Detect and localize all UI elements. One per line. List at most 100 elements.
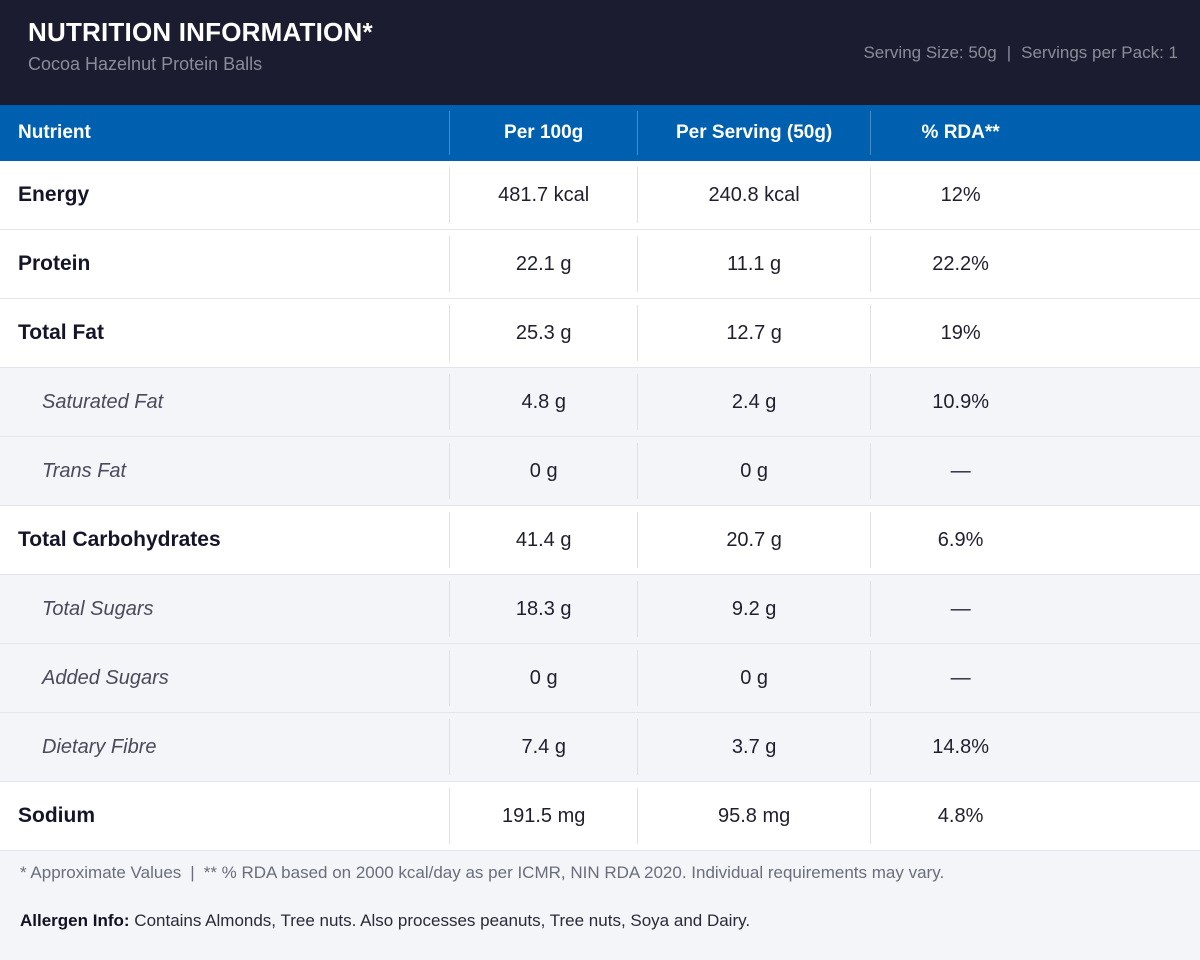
column-divider	[869, 650, 871, 706]
table-row: Dietary Fibre 7.4 g 3.7 g 14.8%	[0, 713, 1200, 782]
column-divider	[637, 719, 639, 775]
header: NUTRITION INFORMATION* Cocoa Hazelnut Pr…	[0, 0, 1200, 105]
value-per-serving: 0 g	[740, 666, 769, 689]
servings-per-pack: Servings per Pack: 1	[1021, 43, 1178, 62]
column-divider	[869, 305, 871, 361]
column-divider	[869, 788, 871, 844]
value-rda: 14.8%	[932, 735, 989, 758]
column-divider	[869, 719, 871, 775]
table-row: Sodium 191.5 mg 95.8 mg 4.8%	[0, 782, 1200, 851]
value-per-serving: 0 g	[740, 459, 769, 482]
value-per100g: 18.3 g	[515, 597, 572, 620]
allergen-label: Allergen Info:	[20, 911, 130, 930]
product-name: Cocoa Hazelnut Protein Balls	[28, 54, 263, 74]
row-filler	[1050, 713, 1200, 781]
column-divider	[448, 305, 450, 361]
column-divider	[869, 111, 871, 155]
column-header-per100g: Per 100g	[504, 122, 584, 143]
nutrient-name: Energy	[18, 183, 90, 206]
nutrient-name: Saturated Fat	[42, 390, 164, 413]
column-divider	[637, 512, 639, 568]
column-header-rda: % RDA**	[921, 122, 1000, 143]
column-divider	[869, 443, 871, 499]
nutrient-name: Total Sugars	[42, 597, 154, 620]
column-divider	[448, 111, 450, 155]
value-per100g: 0 g	[529, 666, 558, 689]
column-divider	[637, 236, 639, 292]
row-filler	[1050, 230, 1200, 298]
row-filler	[1050, 782, 1200, 850]
value-per-serving: 12.7 g	[726, 321, 782, 344]
column-divider	[869, 512, 871, 568]
column-divider	[448, 581, 450, 637]
value-rda: —	[950, 597, 971, 620]
value-per-serving: 95.8 mg	[717, 804, 791, 827]
header-filler	[1050, 105, 1200, 161]
row-filler	[1050, 506, 1200, 574]
footnote-rda: ** % RDA based on 2000 kcal/day as per I…	[203, 863, 945, 882]
column-header-per-serving: Per Serving (50g)	[675, 122, 833, 143]
allergen-info: Allergen Info: Contains Almonds, Tree nu…	[20, 911, 1180, 931]
row-filler	[1050, 299, 1200, 367]
value-per100g: 41.4 g	[515, 528, 572, 551]
column-divider	[448, 236, 450, 292]
nutrient-name: Total Carbohydrates	[18, 528, 221, 551]
column-divider	[448, 788, 450, 844]
value-per-serving: 2.4 g	[731, 390, 777, 413]
value-per-serving: 20.7 g	[726, 528, 782, 551]
value-rda: 4.8%	[937, 804, 984, 827]
row-filler	[1050, 437, 1200, 505]
nutrient-name: Added Sugars	[42, 666, 169, 689]
column-divider	[869, 581, 871, 637]
column-divider	[869, 167, 871, 223]
column-divider	[637, 788, 639, 844]
table-row: Total Carbohydrates 41.4 g 20.7 g 6.9%	[0, 506, 1200, 575]
column-divider	[637, 111, 639, 155]
value-rda: 6.9%	[937, 528, 984, 551]
table-body: Energy 481.7 kcal 240.8 kcal 12% Protein 22.1…	[0, 161, 1200, 851]
nutrient-name: Dietary Fibre	[42, 735, 157, 758]
column-divider	[637, 650, 639, 706]
table-row: Total Fat 25.3 g 12.7 g 19%	[0, 299, 1200, 368]
column-divider	[448, 374, 450, 430]
column-divider	[637, 581, 639, 637]
value-per-serving: 11.1 g	[727, 252, 782, 275]
column-divider	[448, 443, 450, 499]
value-rda: 19%	[940, 321, 981, 344]
allergen-text: Contains Almonds, Tree nuts. Also proces…	[129, 911, 751, 930]
page-title: NUTRITION INFORMATION*	[28, 17, 373, 47]
value-rda: —	[950, 459, 971, 482]
nutrient-name: Total Fat	[18, 321, 104, 344]
row-filler	[1050, 575, 1200, 643]
nutrient-name: Sodium	[18, 804, 95, 827]
column-divider	[637, 305, 639, 361]
column-divider	[637, 443, 639, 499]
value-rda: —	[950, 666, 971, 689]
row-filler	[1050, 644, 1200, 712]
footnote: * Approximate Values | ** % RDA based on 2…	[20, 863, 1180, 883]
value-per-serving: 9.2 g	[731, 597, 777, 620]
value-per100g: 191.5 mg	[501, 804, 586, 827]
column-divider	[448, 719, 450, 775]
value-rda: 10.9%	[932, 390, 989, 413]
column-divider	[448, 650, 450, 706]
column-divider	[869, 236, 871, 292]
nutrition-table: Nutrient Per 100g Per Serving (50g) % RD…	[0, 105, 1200, 851]
table-header-row: Nutrient Per 100g Per Serving (50g) % RD…	[0, 105, 1200, 161]
value-per100g: 7.4 g	[521, 735, 566, 758]
table-row: Protein 22.1 g 11.1 g 22.2%	[0, 230, 1200, 299]
value-per-serving: 3.7 g	[731, 735, 777, 758]
nutrient-name: Trans Fat	[42, 459, 127, 482]
column-divider	[448, 167, 450, 223]
value-rda: 22.2%	[932, 252, 989, 275]
table-row: Trans Fat 0 g 0 g —	[0, 437, 1200, 506]
column-divider	[869, 374, 871, 430]
table-row: Saturated Fat 4.8 g 2.4 g 10.9%	[0, 368, 1200, 437]
column-divider	[637, 374, 639, 430]
value-per100g: 481.7 kcal	[498, 183, 590, 206]
value-rda: 12%	[940, 183, 981, 206]
row-filler	[1050, 161, 1200, 229]
value-per100g: 22.1 g	[515, 252, 572, 275]
footnote-separator: |	[190, 863, 195, 882]
row-filler	[1050, 368, 1200, 436]
